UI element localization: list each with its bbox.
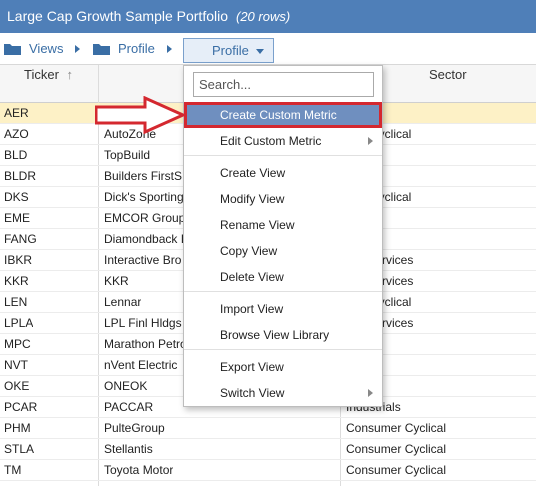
company-name-cell: AutoZone <box>104 127 157 141</box>
table-row[interactable]: TM Toyota Motor Consumer Cyclical <box>0 460 536 481</box>
chevron-right-icon <box>166 45 172 53</box>
company-name-cell: LPL Finl Hldgs <box>104 316 182 330</box>
menu-item-label: Edit Custom Metric <box>220 134 322 148</box>
ticker-cell: PHM <box>4 421 31 435</box>
breadcrumb-profile-label: Profile <box>118 41 155 56</box>
profile-dropdown-menu: Create Custom Metric Edit Custom Metric Cr… <box>183 65 383 407</box>
page-title: Large Cap Growth Sample Portfolio <box>7 8 228 24</box>
sector-cell: Consumer Cyclical <box>346 421 447 435</box>
chevron-right-icon <box>75 45 81 53</box>
folder-icon <box>4 43 21 55</box>
menu-item-delete-view[interactable]: Delete View <box>184 264 382 290</box>
company-name-cell: nVent Electric <box>104 358 178 372</box>
menu-item-label: Export View <box>220 360 284 374</box>
window-title-bar: Large Cap Growth Sample Portfolio (20 row… <box>0 0 536 33</box>
menu-item-label: Modify View <box>220 192 285 206</box>
menu-item-rename-view[interactable]: Rename View <box>184 212 382 238</box>
column-header-sector[interactable]: Sector <box>429 65 467 104</box>
sector-cell: Consumer Cyclical <box>346 442 447 456</box>
breadcrumb-views[interactable]: Views <box>4 33 81 65</box>
menu-item-edit-custom-metric[interactable]: Edit Custom Metric <box>184 128 382 154</box>
callout-arrow-icon <box>95 96 185 134</box>
ticker-cell: PCAR <box>4 400 38 414</box>
ticker-cell: NVT <box>4 358 28 372</box>
menu-separator <box>184 291 382 292</box>
menu-item-label: Create Custom Metric <box>220 108 337 122</box>
view-selector-dropdown[interactable]: Profile <box>183 38 274 63</box>
table-row[interactable]: STLA Stellantis Consumer Cyclical <box>0 439 536 460</box>
chevron-down-icon <box>256 49 264 54</box>
company-name-cell: PACCAR <box>104 400 154 414</box>
company-name-cell: Toyota Motor <box>104 463 174 477</box>
company-name-cell: KKR <box>104 274 129 288</box>
menu-item-label: Delete View <box>220 270 284 284</box>
company-name-cell: Builders FirstS <box>104 169 183 183</box>
menu-item-label: Browse View Library <box>220 328 330 342</box>
column-divider <box>98 65 99 486</box>
sector-cell: Consumer Cyclical <box>346 463 447 477</box>
ticker-cell: BLDR <box>4 169 37 183</box>
company-name-cell: Marathon Petro <box>104 337 187 351</box>
ticker-cell: LEN <box>4 295 28 309</box>
ticker-cell: KKR <box>4 274 29 288</box>
column-header-ticker[interactable]: Ticker ↑ <box>24 65 73 104</box>
menu-item-label: Create View <box>220 166 286 180</box>
ticker-cell: EME <box>4 211 31 225</box>
company-name-cell: Dick's Sporting <box>104 190 184 204</box>
menu-item-modify-view[interactable]: Modify View <box>184 186 382 212</box>
menu-item-create-view[interactable]: Create View <box>184 160 382 186</box>
view-selector-label: Profile <box>212 43 249 58</box>
ticker-cell: STLA <box>4 442 35 456</box>
ticker-cell: AZO <box>4 127 29 141</box>
company-name-cell: EMCOR Group <box>104 211 186 225</box>
menu-search-input[interactable] <box>193 72 374 97</box>
company-name-cell: ONEOK <box>104 379 148 393</box>
company-name-cell: Stellantis <box>104 442 153 456</box>
company-name-cell: Interactive Bro <box>104 253 182 267</box>
breadcrumb-views-label: Views <box>29 41 64 56</box>
menu-item-copy-view[interactable]: Copy View <box>184 238 382 264</box>
menu-item-import-view[interactable]: Import View <box>184 296 382 322</box>
menu-separator <box>184 155 382 156</box>
ticker-cell: FANG <box>4 232 37 246</box>
menu-item-label: Import View <box>220 302 284 316</box>
row-count: (20 rows) <box>236 9 291 24</box>
company-name-cell: Lennar <box>104 295 142 309</box>
menu-separator <box>184 349 382 350</box>
table-row[interactable]: PHM PulteGroup Consumer Cyclical <box>0 418 536 439</box>
menu-item-label: Rename View <box>220 218 295 232</box>
arrow-up-icon: ↑ <box>66 67 74 82</box>
ticker-cell: IBKR <box>4 253 33 267</box>
submenu-arrow-icon <box>368 389 373 397</box>
menu-item-browse-view-library[interactable]: Browse View Library <box>184 322 382 348</box>
ticker-cell: AER <box>4 106 29 120</box>
menu-item-label: Copy View <box>220 244 278 258</box>
column-header-ticker-label: Ticker <box>24 67 59 82</box>
ticker-cell: MPC <box>4 337 31 351</box>
menu-item-export-view[interactable]: Export View <box>184 354 382 380</box>
breadcrumb-profile[interactable]: Profile <box>93 33 172 65</box>
ticker-cell: TM <box>4 463 22 477</box>
company-name-cell: PulteGroup <box>104 421 165 435</box>
menu-item-label: Switch View <box>220 386 285 400</box>
company-name-cell: Diamondback I <box>104 232 185 246</box>
ticker-cell: OKE <box>4 379 30 393</box>
ticker-cell: DKS <box>4 190 29 204</box>
menu-item-switch-view[interactable]: Switch View <box>184 380 382 406</box>
ticker-cell: LPLA <box>4 316 34 330</box>
company-name-cell: TopBuild <box>104 148 151 162</box>
folder-icon <box>93 43 110 55</box>
column-header-sector-label: Sector <box>429 67 467 82</box>
ticker-cell: BLD <box>4 148 28 162</box>
submenu-arrow-icon <box>368 137 373 145</box>
menu-item-create-custom-metric[interactable]: Create Custom Metric <box>184 102 382 128</box>
